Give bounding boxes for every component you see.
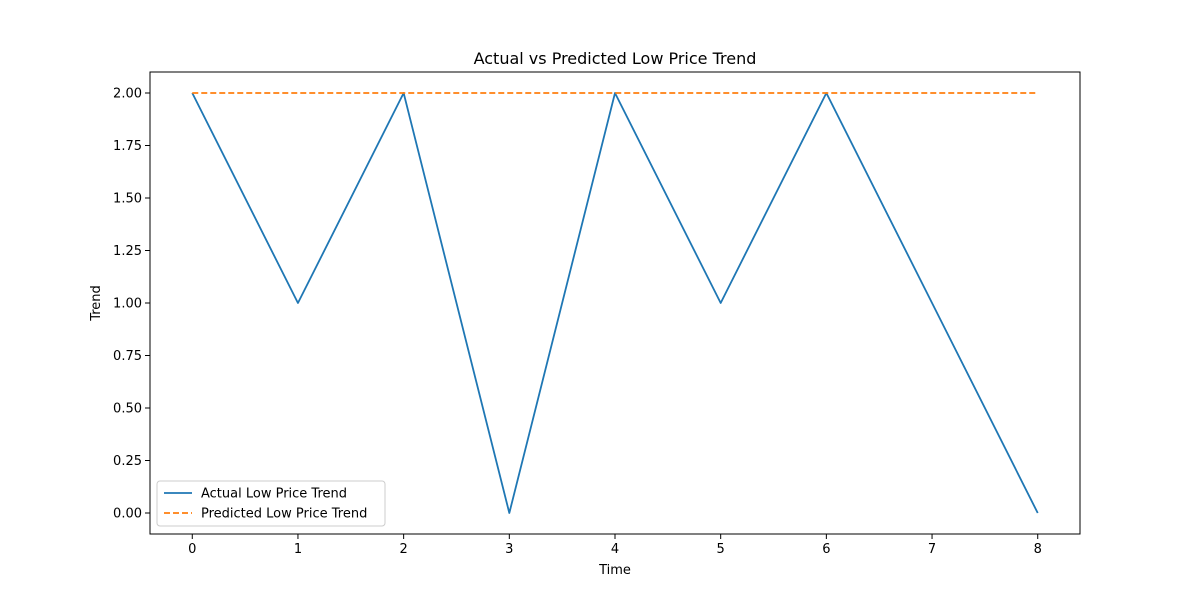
x-tick-label: 8 (1034, 542, 1042, 557)
x-tick-label: 1 (294, 542, 302, 557)
plot-area: 0 1 2 3 4 5 6 7 8 0.00 0.25 0.50 0.75 1.00 1.25 1.50 1.7… (113, 71, 1081, 557)
chart-title: Actual vs Predicted Low Price Trend (474, 49, 757, 68)
x-tick-label: 4 (611, 542, 619, 557)
x-tick-label: 7 (928, 542, 936, 557)
y-tick-label: 1.25 (113, 244, 142, 259)
y-tick-label: 1.00 (113, 297, 142, 312)
x-tick-label: 3 (505, 542, 513, 557)
legend-label: Actual Low Price Trend (201, 487, 347, 502)
y-tick-label: 1.50 (113, 192, 142, 207)
legend-box (156, 480, 386, 527)
y-tick-label: 0.00 (113, 507, 142, 522)
x-tick-label: 2 (399, 542, 407, 557)
legend-label: Predicted Low Price Trend (201, 507, 367, 522)
y-tick-label: 1.75 (113, 139, 142, 154)
y-tick-label: 0.50 (113, 402, 142, 417)
axes-frame (149, 71, 1081, 535)
x-tick-label: 5 (717, 542, 725, 557)
x-tick-label: 6 (822, 542, 830, 557)
legend: Actual Low Price Trend Predicted Low Pric… (156, 480, 386, 527)
y-tick-label: 2.00 (113, 87, 142, 102)
x-tick-label: 0 (188, 542, 196, 557)
y-tick-label: 0.75 (113, 349, 142, 364)
x-axis-label: Time (598, 563, 631, 578)
series-line-actual (191, 92, 1039, 514)
y-axis-label: Trend (89, 285, 104, 322)
y-tick-label: 0.25 (113, 454, 142, 469)
